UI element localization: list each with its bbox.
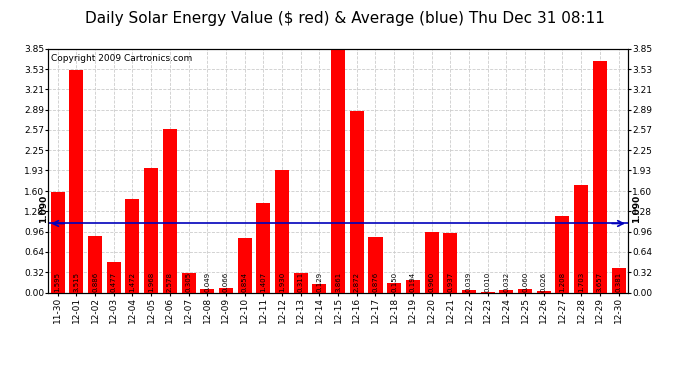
Text: 0.049: 0.049 — [204, 272, 210, 292]
Text: 0.026: 0.026 — [541, 272, 546, 292]
Text: 0.876: 0.876 — [373, 272, 379, 292]
Bar — [88, 236, 102, 292]
Text: 1.407: 1.407 — [260, 272, 266, 292]
Text: 0.477: 0.477 — [110, 272, 117, 292]
Text: 2.872: 2.872 — [354, 272, 359, 292]
Text: 0.311: 0.311 — [297, 272, 304, 292]
Text: 0.886: 0.886 — [92, 272, 98, 292]
Bar — [537, 291, 551, 292]
Bar — [387, 283, 401, 292]
Text: Daily Solar Energy Value ($ red) & Average (blue) Thu Dec 31 08:11: Daily Solar Energy Value ($ red) & Avera… — [85, 11, 605, 26]
Text: 0.010: 0.010 — [484, 272, 491, 292]
Bar — [611, 268, 626, 292]
Text: 1.703: 1.703 — [578, 272, 584, 292]
Text: 1.595: 1.595 — [55, 272, 61, 292]
Bar — [368, 237, 382, 292]
Bar — [69, 70, 83, 292]
Bar — [219, 288, 233, 292]
Text: 0.150: 0.150 — [391, 272, 397, 292]
Bar — [406, 280, 420, 292]
Bar — [593, 61, 607, 292]
Bar — [500, 291, 513, 292]
Text: 1.968: 1.968 — [148, 272, 154, 292]
Bar — [350, 111, 364, 292]
Text: 0.854: 0.854 — [241, 272, 248, 292]
Text: 0.305: 0.305 — [186, 272, 192, 292]
Text: 0.129: 0.129 — [317, 272, 322, 292]
Bar — [443, 233, 457, 292]
Text: 0.960: 0.960 — [428, 272, 435, 292]
Text: 1.090: 1.090 — [39, 195, 48, 223]
Text: 0.381: 0.381 — [615, 272, 622, 292]
Bar — [126, 199, 139, 292]
Bar — [331, 48, 345, 292]
Bar — [237, 238, 252, 292]
Bar — [181, 273, 195, 292]
Bar — [107, 262, 121, 292]
Bar — [313, 284, 326, 292]
Bar — [518, 289, 532, 292]
Bar — [50, 192, 65, 292]
Bar — [294, 273, 308, 292]
Bar — [163, 129, 177, 292]
Text: 1.090: 1.090 — [631, 195, 640, 223]
Bar — [144, 168, 158, 292]
Text: 0.060: 0.060 — [522, 272, 528, 292]
Text: 0.066: 0.066 — [223, 272, 229, 292]
Text: Copyright 2009 Cartronics.com: Copyright 2009 Cartronics.com — [51, 54, 193, 63]
Bar — [200, 290, 214, 292]
Text: 2.578: 2.578 — [167, 272, 172, 292]
Bar — [555, 216, 569, 292]
Text: 1.930: 1.930 — [279, 272, 285, 292]
Text: 0.032: 0.032 — [504, 272, 509, 292]
Text: 1.472: 1.472 — [130, 272, 135, 292]
Text: 3.861: 3.861 — [335, 272, 341, 292]
Text: 1.208: 1.208 — [560, 272, 566, 292]
Bar — [462, 290, 476, 292]
Bar — [574, 184, 588, 292]
Text: 3.515: 3.515 — [73, 272, 79, 292]
Text: 0.194: 0.194 — [410, 272, 416, 292]
Text: 3.657: 3.657 — [597, 272, 603, 292]
Text: 0.039: 0.039 — [466, 272, 472, 292]
Bar — [424, 232, 439, 292]
Bar — [256, 203, 270, 292]
Bar — [275, 170, 289, 292]
Text: 0.937: 0.937 — [447, 272, 453, 292]
